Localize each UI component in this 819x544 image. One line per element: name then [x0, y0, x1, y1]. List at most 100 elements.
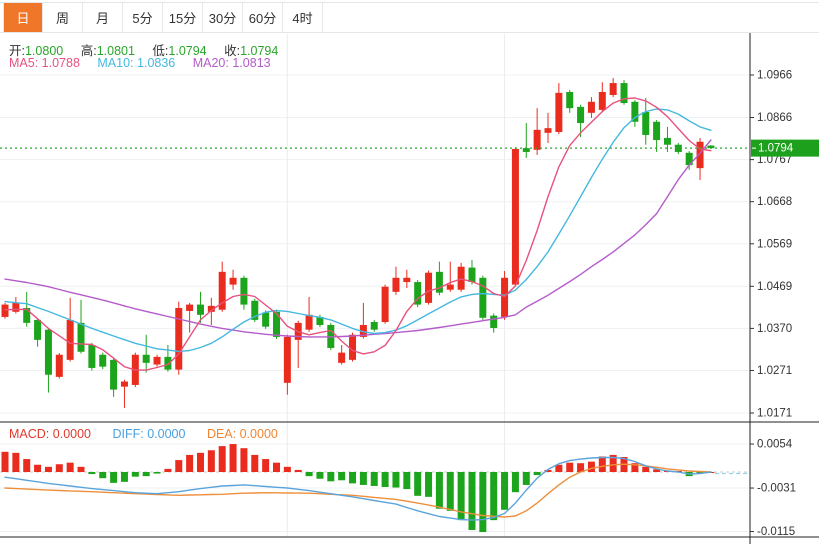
candle-body [88, 344, 96, 368]
price-tick-label: 1.0668 [757, 196, 792, 208]
macd-bar [55, 464, 63, 472]
candle-body [642, 111, 650, 135]
macd-bar [273, 462, 280, 472]
candle-body [555, 92, 563, 132]
macd-bar [164, 468, 172, 472]
candle-body [425, 272, 433, 303]
ma20-line [4, 139, 712, 338]
macd-bar [609, 454, 617, 472]
candle-body [577, 106, 585, 124]
candle-body [609, 83, 617, 95]
candle-body [142, 354, 150, 363]
macd-bar [479, 472, 487, 533]
dea-readout: DEA: 0.0000 [206, 427, 278, 441]
candle-body [435, 271, 443, 293]
macd-bar [642, 466, 650, 472]
candle-body [631, 101, 639, 122]
price-tick-label: 1.0569 [757, 238, 792, 250]
candle-body [164, 356, 172, 370]
candle-body [685, 152, 693, 166]
candle-body [207, 305, 215, 312]
macd-bar [566, 462, 574, 472]
candle-body [120, 381, 128, 387]
candle-body [251, 300, 259, 320]
macd-bar [196, 452, 204, 472]
candle-body [696, 141, 704, 169]
high-readout: 高:1.0801 [80, 44, 135, 58]
macd-bar [262, 459, 270, 472]
price-tick-label: 1.0866 [757, 112, 792, 124]
candle-body [511, 148, 519, 285]
tab-daily[interactable]: 日 [3, 3, 43, 32]
candle-body [457, 266, 465, 290]
candle-body [338, 352, 346, 363]
candle-body [77, 322, 85, 352]
candle-body [196, 304, 204, 315]
candle-body [273, 311, 280, 337]
macd-bar [23, 459, 31, 472]
candle-body [566, 92, 574, 109]
macd-bar [131, 472, 139, 477]
macd-bar [403, 472, 411, 490]
candle-body [620, 83, 628, 104]
macd-bar [44, 466, 52, 472]
tab-15min[interactable]: 15分 [163, 3, 203, 32]
macd-bar [305, 472, 313, 477]
ohlc-legend: 开:1.0800 高:1.0801 低:1.0794 收:1.0794 [9, 40, 292, 59]
candle-body [587, 101, 595, 113]
macd-bar [533, 472, 541, 476]
dea-line [4, 463, 712, 518]
current-price-value: 1.0794 [758, 143, 794, 155]
candle-body [479, 277, 487, 318]
candle-body [468, 267, 476, 283]
macd-bar [251, 454, 259, 472]
price-tick-label: 1.0767 [757, 154, 792, 166]
candle-body [349, 334, 357, 360]
tab-30min[interactable]: 30分 [203, 3, 243, 32]
tab-4hour[interactable]: 4时 [283, 3, 323, 32]
macd-bar [218, 446, 226, 472]
macd-bar [587, 461, 595, 472]
candle-body [501, 277, 509, 317]
macd-bar [110, 472, 118, 483]
tab-monthly[interactable]: 月 [83, 3, 123, 32]
candle-body [414, 282, 422, 305]
macd-bar [501, 472, 509, 510]
price-tick-label: 1.0171 [757, 408, 792, 420]
macd-bar [294, 469, 302, 472]
macd-bar [283, 466, 291, 472]
candle-body [707, 145, 715, 149]
candle-body [186, 304, 194, 311]
low-readout: 低:1.0794 [152, 44, 207, 58]
macd-bar [370, 472, 378, 486]
candle-body [392, 277, 400, 292]
macd-bar [349, 472, 357, 484]
candle-body [110, 359, 118, 390]
candle-body [490, 315, 498, 328]
price-tick-label: 1.0370 [757, 323, 792, 335]
macd-bar [598, 456, 606, 472]
macd-bar [392, 472, 400, 488]
tab-5min[interactable]: 5分 [123, 3, 163, 32]
macd-bar [142, 472, 150, 477]
macd-bar [99, 472, 107, 479]
candle-body [229, 277, 237, 285]
candle-body [55, 354, 63, 377]
tab-weekly[interactable]: 周 [43, 3, 83, 32]
macd-bar [653, 469, 661, 472]
tab-60min[interactable]: 60分 [243, 3, 283, 32]
candle-body [359, 324, 367, 337]
macd-bar [555, 464, 563, 472]
macd-bar [316, 472, 324, 479]
close-readout: 收:1.0794 [224, 44, 279, 58]
candle-body [446, 284, 454, 290]
macd-bar [77, 466, 85, 472]
candle-body [533, 129, 541, 150]
candle-body [99, 354, 107, 367]
candle-body [1, 304, 9, 317]
macd-bar [240, 448, 248, 472]
candle-body [370, 322, 378, 330]
timeframe-tabbar: 日 周 月 5分 15分 30分 60分 4时 [0, 2, 819, 33]
